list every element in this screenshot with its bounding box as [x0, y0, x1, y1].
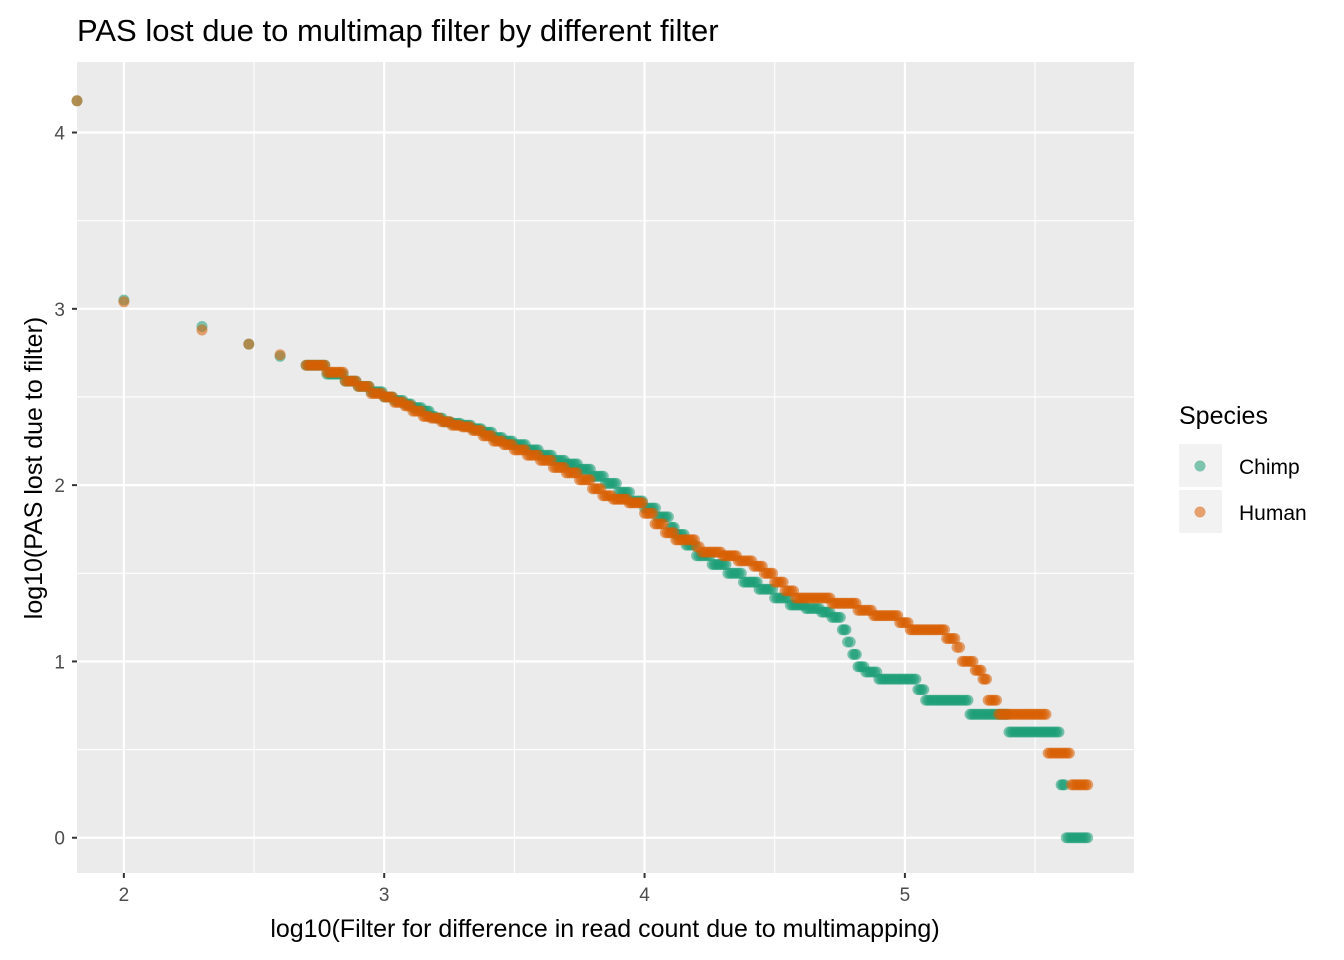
y-axis: 0 1 2 3 4 [54, 124, 77, 850]
point-chimp [850, 648, 862, 660]
y-tick-label: 2 [54, 476, 65, 497]
human-points [71, 95, 1094, 791]
point-chimp [610, 477, 622, 489]
point-human [657, 518, 669, 530]
legend: Species Chimp Human [1179, 402, 1307, 533]
chart-title: PAS lost due to multimap filter by diffe… [77, 13, 719, 48]
point-chimp [720, 559, 732, 570]
point-chimp [910, 673, 922, 685]
point-chimp [834, 611, 846, 623]
point-human [975, 664, 987, 676]
point-human [767, 567, 779, 579]
x-tick-label: 4 [639, 885, 650, 906]
point-chimp [735, 567, 747, 579]
point-human [337, 366, 349, 378]
x-tick-label: 2 [119, 885, 130, 906]
point-human [991, 694, 1002, 706]
legend-title: Species [1179, 402, 1268, 430]
point-chimp [962, 694, 974, 706]
plot-panel [77, 62, 1134, 873]
x-tick-label: 5 [900, 885, 911, 906]
point-human [647, 507, 659, 519]
point-human [274, 349, 286, 361]
point-human [1082, 779, 1094, 791]
y-tick-label: 1 [54, 652, 65, 673]
point-human [954, 641, 966, 653]
point-chimp [844, 636, 856, 648]
legend-label-chimp: Chimp [1239, 456, 1300, 479]
x-axis-title: log10(Filter for difference in read coun… [270, 915, 939, 943]
legend-marker-human [1194, 506, 1206, 518]
point-human [1040, 708, 1052, 720]
point-human [637, 497, 649, 509]
point-human [967, 655, 979, 667]
y-axis-title: log10(PAS lost due to filter) [20, 317, 48, 619]
minor-gridlines [77, 62, 1134, 873]
legend-marker-chimp [1194, 460, 1206, 472]
y-tick-label: 0 [54, 829, 65, 850]
point-human [71, 95, 83, 107]
point-chimp [840, 624, 852, 636]
point-human [584, 474, 596, 486]
point-chimp [1082, 832, 1094, 844]
point-human [939, 624, 950, 636]
point-chimp [918, 684, 930, 696]
point-human [949, 633, 961, 644]
point-chimp [1053, 726, 1065, 738]
point-human [777, 576, 789, 588]
x-axis: 2 3 4 5 [119, 873, 911, 906]
point-human [981, 673, 992, 685]
point-human [196, 324, 208, 336]
y-tick-label: 4 [54, 124, 65, 145]
y-tick-label: 3 [54, 300, 65, 321]
point-human [118, 296, 130, 308]
point-human [243, 338, 255, 350]
point-human [1063, 747, 1075, 759]
legend-label-human: Human [1239, 502, 1307, 525]
x-tick-label: 3 [379, 885, 390, 906]
